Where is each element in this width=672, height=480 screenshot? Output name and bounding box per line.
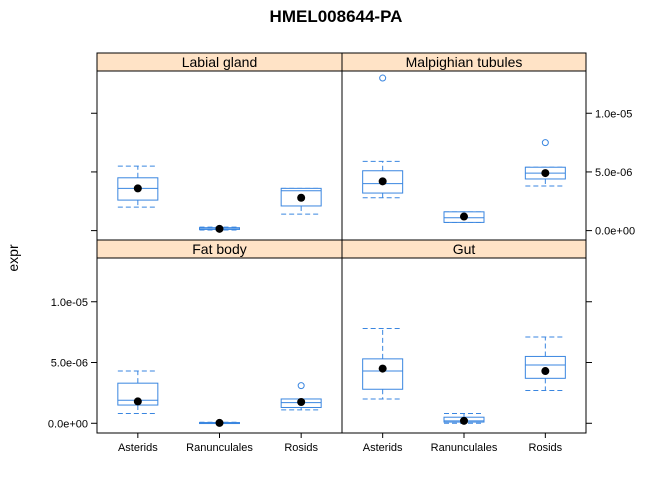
outlier-point: [297, 382, 305, 390]
mean-point: [541, 367, 550, 376]
axes: 0.0e+00 5.0e-06 1.0e-05 0.0e+00 5.0e-06 1.0e-…: [48, 108, 635, 454]
panel-gut: Gut: [341, 239, 587, 434]
y-tick-label: 0.0e+00: [595, 226, 635, 238]
strip-label-malpighian-tubules: Malpighian tubules: [406, 54, 523, 70]
box-body: [362, 358, 404, 390]
x-axis: Asterids Ranunculales Rosids Asterids Ranunc…: [118, 433, 563, 454]
box-malpighian-tubules-ranunculales: [443, 211, 485, 223]
mean-point: [378, 364, 387, 373]
box-malpighian-tubules-asterids: [362, 74, 404, 199]
panel-border-gut: [341, 257, 587, 434]
y-ticks-left: [91, 112, 97, 232]
x-tick-label: Rosids: [284, 442, 318, 454]
box-labial-gland-asterids: [117, 165, 159, 208]
x-tick-label: Asterids: [118, 442, 158, 454]
box-gut-asterids: [362, 327, 404, 400]
mean-point: [215, 224, 224, 233]
x-tick-label: Asterids: [363, 442, 403, 454]
y-axis-left: 0.0e+00 5.0e-06 1.0e-05: [48, 297, 97, 430]
mean-point: [133, 397, 142, 406]
box-gut-rosids: [524, 336, 566, 391]
box-fat-body-rosids: [280, 382, 322, 411]
outlier-point: [541, 139, 549, 147]
y-tick-label: 5.0e-06: [595, 167, 632, 179]
chart-title: HMEL008644-PA: [270, 7, 403, 26]
y-tick-label: 1.0e-05: [51, 297, 88, 309]
panel-malpighian-tubules: Malpighian tubules: [341, 52, 587, 241]
strip-label-gut: Gut: [453, 241, 476, 257]
y-tick-label: 5.0e-06: [51, 358, 88, 370]
box-labial-gland-rosids: [280, 187, 322, 215]
mean-point: [133, 184, 142, 193]
box-fat-body-ranunculales: [199, 418, 240, 427]
box-gut-ranunculales: [443, 413, 485, 425]
box-malpighian-tubules-rosids: [524, 139, 566, 187]
panel-labial-gland: Labial gland: [96, 52, 343, 241]
panel-fat-body: Fat body: [96, 239, 343, 434]
strip-label-fat-body: Fat body: [192, 241, 246, 257]
panels: Labial gland Malpighian tubules Fat body Gu…: [96, 52, 587, 434]
x-tick-label: Ranunculales: [186, 442, 253, 454]
y-ticks-right: [586, 301, 592, 424]
mean-point: [460, 212, 468, 221]
outlier-point: [379, 74, 387, 82]
mean-point: [541, 169, 550, 178]
mean-point: [297, 193, 306, 202]
mean-point: [215, 418, 224, 427]
x-tick-label: Ranunculales: [431, 442, 498, 454]
mean-point: [460, 416, 468, 425]
y-axis-label: expr: [5, 244, 21, 272]
y-axis-right: 0.0e+00 5.0e-06 1.0e-05: [586, 108, 635, 238]
box-fat-body-asterids: [117, 370, 159, 415]
mean-point: [297, 398, 306, 407]
mean-point: [378, 177, 387, 186]
x-tick-label: Rosids: [529, 442, 563, 454]
strip-label-labial-gland: Labial gland: [182, 54, 258, 70]
box-labial-gland-ranunculales: [199, 224, 240, 233]
y-tick-label: 1.0e-05: [595, 108, 632, 120]
y-tick-label: 0.0e+00: [48, 418, 88, 430]
